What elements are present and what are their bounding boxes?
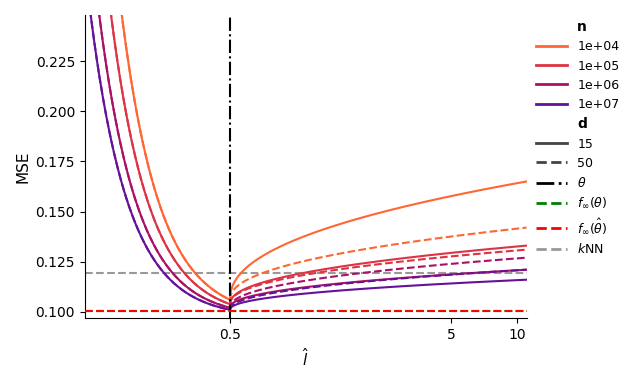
Y-axis label: MSE: MSE [15, 150, 30, 183]
X-axis label: $\hat{l}$: $\hat{l}$ [302, 347, 309, 369]
Legend: n, 1e+04, 1e+05, 1e+06, 1e+07, d, 15, 50, $\theta$, $f_\infty(\theta)$, $f_\inft: n, 1e+04, 1e+05, 1e+06, 1e+07, d, 15, 50… [531, 15, 625, 261]
